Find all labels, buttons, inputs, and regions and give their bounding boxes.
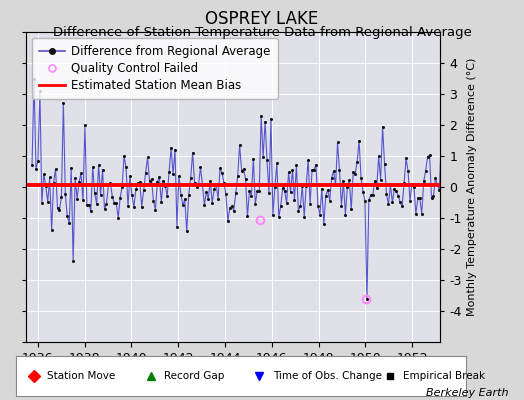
Text: Difference of Station Temperature Data from Regional Average: Difference of Station Temperature Data f… [52,26,472,39]
Text: Empirical Break: Empirical Break [403,371,485,381]
Text: Record Gap: Record Gap [165,371,225,381]
Text: Station Move: Station Move [47,371,115,381]
Legend: Difference from Regional Average, Quality Control Failed, Estimated Station Mean: Difference from Regional Average, Qualit… [32,38,278,99]
Text: Berkeley Earth: Berkeley Earth [426,388,508,398]
Text: OSPREY LAKE: OSPREY LAKE [205,10,319,28]
Text: Time of Obs. Change: Time of Obs. Change [272,371,381,381]
Y-axis label: Monthly Temperature Anomaly Difference (°C): Monthly Temperature Anomaly Difference (… [467,58,477,316]
